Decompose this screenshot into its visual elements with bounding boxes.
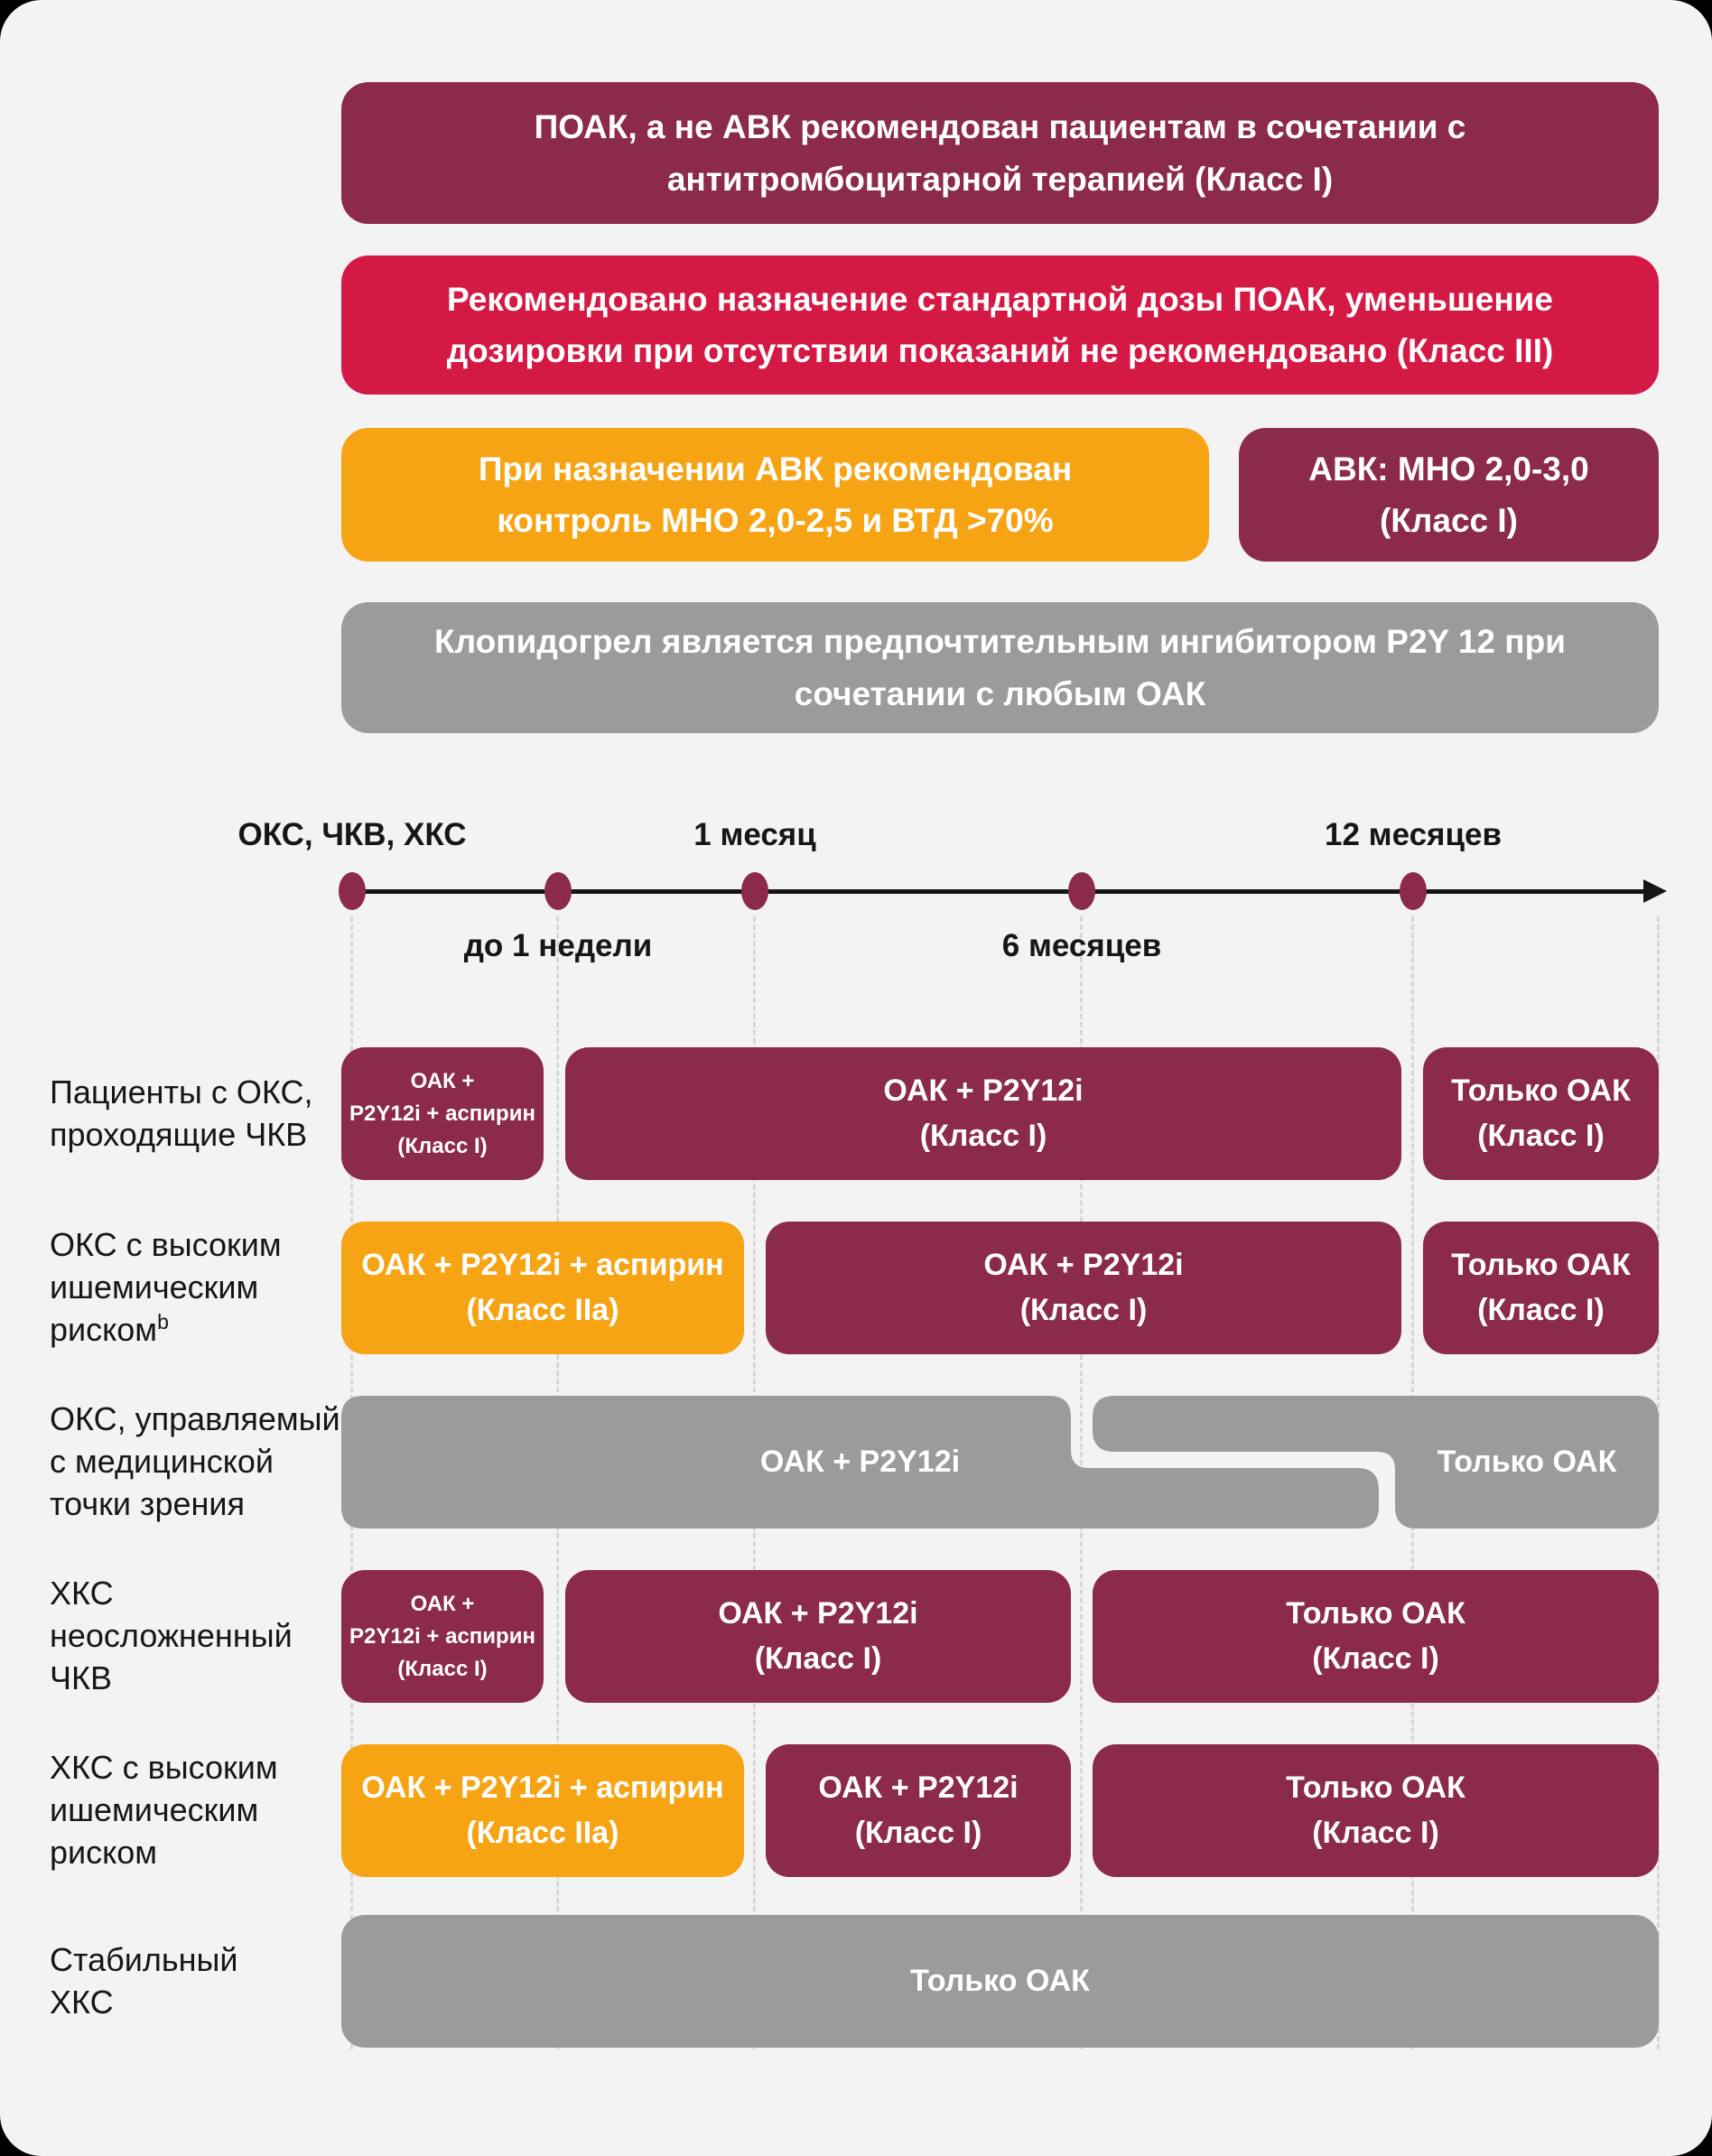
therapy-box: Только ОАК (Класс I) — [1093, 1744, 1659, 1877]
timeline-dot — [741, 872, 768, 910]
banner-clopidogrel: Клопидогрел является предпочтительным ин… — [341, 602, 1659, 733]
row-label-acs-high-risk: ОКС с высоким ишемическим рискомb — [50, 1222, 348, 1354]
timeline-dot — [544, 872, 572, 910]
timeline-6-months-label: 6 месяцев — [1001, 928, 1162, 963]
timeline-origin-label: ОКС, ЧКВ, ХКС — [237, 817, 467, 852]
therapy-box: ОАК + P2Y12i (Класс I) — [565, 1570, 1071, 1703]
banner-noac-over-vka: ПОАК, а не АВК рекомендован пациентам в … — [341, 82, 1659, 224]
timeline-12-months-label: 12 месяцев — [1325, 817, 1502, 852]
timeline-dot — [339, 872, 366, 910]
row-label-ccs-high-risk: ХКС с высоким ишемическим риском — [50, 1749, 278, 1871]
row-label-acs-medical: ОКС, управляемый с медицинской точки зре… — [50, 1400, 340, 1522]
therapy-box: ОАК + P2Y12i + аспирин (Класс IIa) — [341, 1744, 744, 1877]
only-oak-shape — [1093, 1396, 1659, 1529]
banner-vka-inr-control: При назначении АВК рекомендован контроль… — [341, 428, 1209, 562]
oak-p2y12i-shape — [341, 1396, 1379, 1529]
therapy-box: ОАК + P2Y12i + аспирин (Класс IIa) — [341, 1222, 744, 1354]
banner-vka-inr-range: АВК: МНО 2,0-3,0 (Класс I) — [1239, 428, 1659, 562]
row-label-ccs-pci: ХКС неосложненный ЧКВ — [50, 1575, 293, 1696]
timeline-arrow-icon — [1643, 879, 1667, 903]
therapy-box: Только ОАК (Класс I) — [1423, 1222, 1659, 1354]
therapy-box: ОАК + P2Y12i (Класс I) — [766, 1744, 1071, 1877]
therapy-box: Только ОАК (Класс I) — [1093, 1570, 1659, 1703]
row-label-text: ОКС с высоким ишемическим риском — [50, 1226, 282, 1348]
therapy-box: ОАК + P2Y12i + аспирин (Класс I) — [341, 1570, 544, 1703]
row-label-acs-pci: Пациенты с ОКС, проходящие ЧКВ — [50, 1073, 313, 1153]
therapy-box: ОАК + P2Y12i (Класс I) — [565, 1047, 1401, 1180]
therapy-box: ОАК + P2Y12i (Класс I) — [766, 1222, 1401, 1354]
therapy-box: Только ОАК — [1437, 1445, 1617, 1479]
timeline-dot — [1068, 872, 1095, 910]
timeline-axis — [341, 889, 1645, 894]
therapy-box: Только ОАК — [341, 1915, 1659, 2048]
timeline-1-week-label: до 1 недели — [463, 928, 653, 963]
row-label-stable-ccs: Стабильный ХКС — [50, 1940, 238, 2021]
therapy-box: ОАК + P2Y12i + аспирин (Класс I) — [341, 1047, 544, 1180]
timeline-dot — [1400, 872, 1427, 910]
banner-standard-dose: Рекомендовано назначение стандартной доз… — [341, 256, 1659, 395]
stepped-transition-shapes — [341, 1396, 1659, 1529]
footnote-marker: b — [157, 1309, 169, 1334]
therapy-box: Только ОАК (Класс I) — [1423, 1047, 1659, 1180]
timeline-1-month-label: 1 месяц — [693, 817, 816, 852]
therapy-box: ОАК + P2Y12i — [759, 1445, 961, 1479]
